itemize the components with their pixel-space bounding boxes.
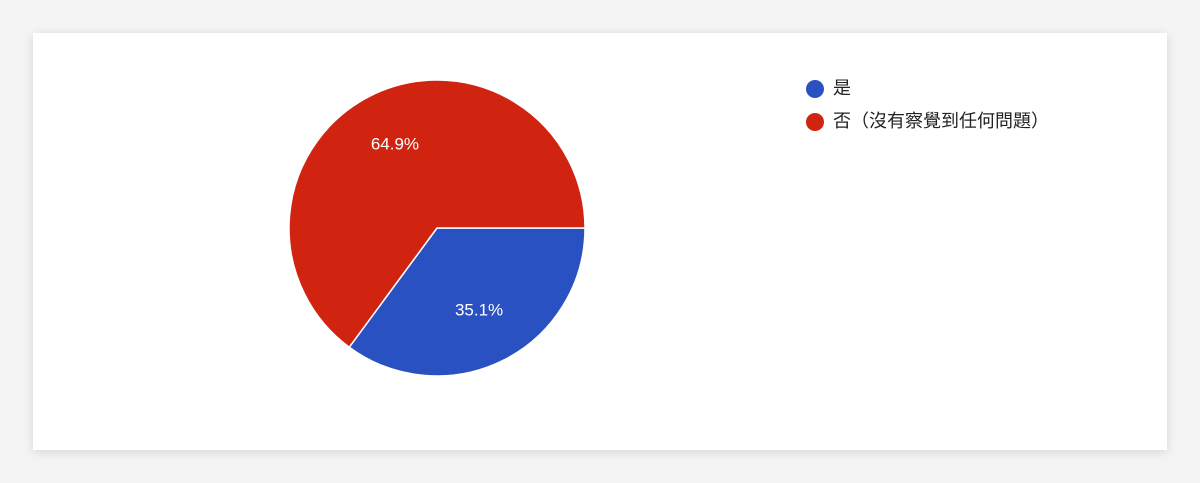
pie-slice [288,79,586,349]
legend-swatch [806,80,824,98]
chart-card [33,33,1167,450]
legend-text: 是 [833,78,851,98]
slice-label: 35.1% [455,301,503,320]
legend-text: 否（沒有察覺到任何問題） [833,111,1049,131]
legend-swatch [806,113,824,131]
pie-slice [348,227,586,377]
slice-label: 64.9% [371,134,419,153]
